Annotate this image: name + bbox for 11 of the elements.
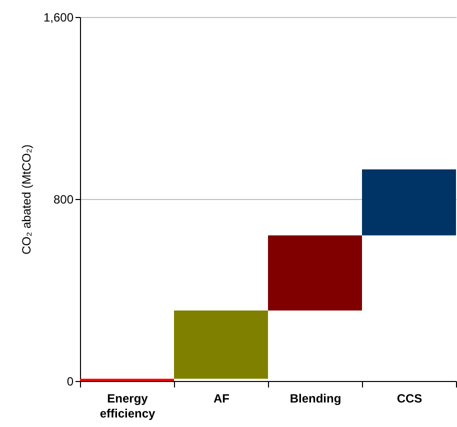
y-axis-title: CO₂ abated (MtCO₂) bbox=[19, 144, 34, 255]
y-tick-label: 1,600 bbox=[43, 10, 74, 24]
y-tick-label: 800 bbox=[53, 192, 74, 206]
y-tick-label: 0 bbox=[66, 374, 74, 388]
x-tick-label: CCS bbox=[396, 392, 422, 406]
x-tick-label: Energy efficiency bbox=[100, 392, 156, 420]
x-tick-label: Blending bbox=[290, 392, 342, 406]
bar bbox=[174, 310, 268, 379]
bar bbox=[268, 235, 362, 310]
bar bbox=[362, 169, 456, 236]
x-tick-label: AF bbox=[214, 392, 230, 406]
